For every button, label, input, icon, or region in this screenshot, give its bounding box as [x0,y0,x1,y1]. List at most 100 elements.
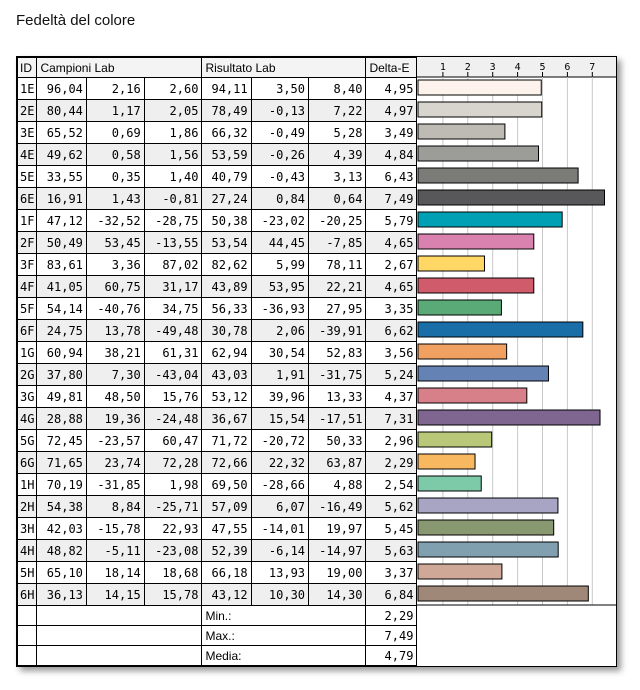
bar-5E [417,167,579,184]
x-tick-label: 1 [440,62,446,73]
cell-result-a: -28,66 [250,473,310,496]
cell-result-l: 43,12 [201,583,252,606]
cell-sample-b: 34,75 [143,297,203,320]
table-row: 1G 60,94 38,21 61,31 62,94 30,54 52,83 3,56 [16,341,418,364]
x-tick-label: 3 [490,62,496,73]
cell-result-l: 82,62 [201,253,252,276]
cell-sample-a: 0,69 [85,121,145,144]
cell-sample-l: 28,88 [36,407,87,430]
cell-sample-a: 38,21 [85,341,145,364]
header-delta: Delta-E [365,57,418,78]
cell-sample-a: 53,45 [85,231,145,254]
cell-sample-b: 1,98 [143,473,203,496]
cell-result-b: 13,33 [308,385,367,408]
header-samples: Campioni Lab [36,57,203,78]
summary-label: Media: [201,645,367,666]
cell-sample-a: 60,75 [85,275,145,298]
cell-delta-e: 6,43 [365,165,418,188]
summary-label: Max.: [201,625,367,646]
cell-sample-b: 2,60 [143,77,203,100]
table-row: 2H 54,38 8,84 -25,71 57,09 6,07 -16,49 5,62 [16,495,418,518]
cell-id: 1F [16,209,38,232]
cell-sample-l: 41,05 [36,275,87,298]
cell-sample-l: 71,65 [36,451,87,474]
cell-delta-e: 2,96 [365,429,418,452]
bar-3F [417,255,485,272]
cell-id: 6G [16,451,38,474]
bar-4G [417,409,601,426]
cell-sample-b: 61,31 [143,341,203,364]
cell-result-l: 40,79 [201,165,252,188]
cell-delta-e: 2,67 [365,253,418,276]
cell-result-a: -20,72 [250,429,310,452]
cell-result-a: 39,96 [250,385,310,408]
cell-sample-a: -15,78 [85,517,145,540]
bar-3E [417,123,506,140]
cell-sample-b: -43,04 [143,363,203,386]
cell-sample-b: 60,47 [143,429,203,452]
cell-sample-b: -28,75 [143,209,203,232]
cell-id: 1H [16,473,38,496]
cell-result-b: -17,51 [308,407,367,430]
cell-id: 3E [16,121,38,144]
cell-result-l: 53,12 [201,385,252,408]
cell-delta-e: 4,65 [365,231,418,254]
cell-sample-a: 1,43 [85,187,145,210]
x-tick-label: 6 [564,62,570,73]
cell-delta-e: 4,97 [365,99,418,122]
table-row: 6G 71,65 23,74 72,28 72,66 22,32 63,87 2,29 [16,451,418,474]
cell-delta-e: 5,45 [365,517,418,540]
cell-result-l: 43,89 [201,275,252,298]
cell-delta-e: 6,62 [365,319,418,342]
summary-row: Max.: 7,49 [16,625,418,646]
empty-cell [16,605,38,626]
cell-id: 4E [16,143,38,166]
cell-result-l: 69,50 [201,473,252,496]
summary-row: Min.: 2,29 [16,605,418,626]
summary-value: 2,29 [365,605,418,626]
cell-result-l: 52,39 [201,539,252,562]
cell-sample-l: 80,44 [36,99,87,122]
cell-sample-l: 54,14 [36,297,87,320]
table-row: 1F 47,12 -32,52 -28,75 50,38 -23,02 -20,25 5,79 [16,209,418,232]
summary-value: 4,79 [365,645,418,666]
cell-sample-l: 72,45 [36,429,87,452]
cell-delta-e: 2,29 [365,451,418,474]
cell-id: 1E [16,77,38,100]
cell-id: 6H [16,583,38,606]
cell-sample-l: 54,38 [36,495,87,518]
cell-sample-b: -25,71 [143,495,203,518]
cell-sample-a: 8,84 [85,495,145,518]
bar-6H [417,585,589,602]
cell-result-b: 19,00 [308,561,367,584]
cell-sample-a: 2,16 [85,77,145,100]
cell-result-b: -16,49 [308,495,367,518]
table-row: 1E 96,04 2,16 2,60 94,11 3,50 8,40 4,95 [16,77,418,100]
cell-id: 4H [16,539,38,562]
cell-result-a: -0,26 [250,143,310,166]
cell-result-b: -31,75 [308,363,367,386]
empty-cell [36,625,203,646]
cell-result-l: 66,32 [201,121,252,144]
cell-sample-a: 19,36 [85,407,145,430]
cell-id: 2E [16,99,38,122]
cell-delta-e: 3,56 [365,341,418,364]
cell-sample-l: 42,03 [36,517,87,540]
cell-result-b: 22,21 [308,275,367,298]
header-result: Risultato Lab [201,57,367,78]
cell-id: 3F [16,253,38,276]
table-row: 3F 83,61 3,36 87,02 82,62 5,99 78,11 2,67 [16,253,418,276]
cell-id: 3G [16,385,38,408]
cell-result-b: -20,25 [308,209,367,232]
cell-sample-a: 48,50 [85,385,145,408]
bar-6E [417,189,606,206]
cell-delta-e: 7,49 [365,187,418,210]
table-row: 4H 48,82 -5,11 -23,08 52,39 -6,14 -14,97 5,63 [16,539,418,562]
cell-delta-e: 3,35 [365,297,418,320]
cell-result-b: 7,22 [308,99,367,122]
bar-2F [417,233,535,250]
cell-result-b: -39,91 [308,319,367,342]
bar-3G [417,387,528,404]
table-row: 3G 49,81 48,50 15,76 53,12 39,96 13,33 4,37 [16,385,418,408]
table-row: 5G 72,45 -23,57 60,47 71,72 -20,72 50,33 2,96 [16,429,418,452]
